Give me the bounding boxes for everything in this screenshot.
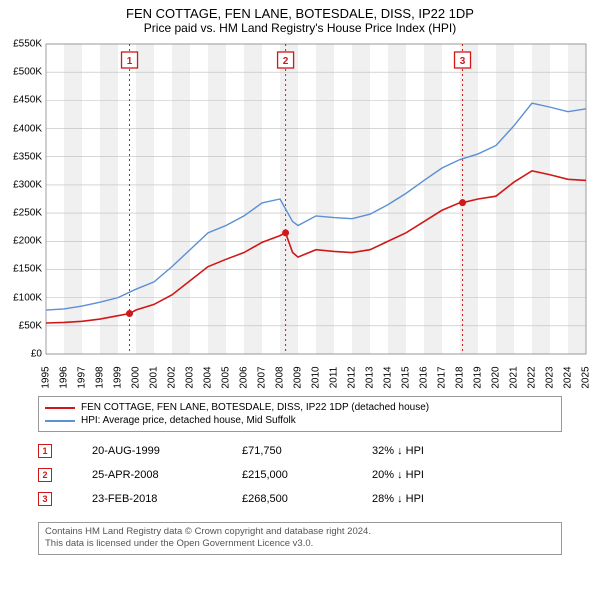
x-axis-label: 2000 <box>131 366 142 388</box>
x-axis-label: 2006 <box>239 366 250 388</box>
x-axis-label: 2014 <box>383 366 394 388</box>
y-axis-label: £450K <box>4 95 42 106</box>
svg-text:1: 1 <box>127 56 133 67</box>
sale-diff: 32% ↓ HPI <box>372 445 424 457</box>
x-axis-label: 2022 <box>527 366 538 388</box>
sale-diff: 28% ↓ HPI <box>372 493 424 505</box>
legend-box: FEN COTTAGE, FEN LANE, BOTESDALE, DISS, … <box>38 396 562 432</box>
x-axis-label: 2011 <box>329 367 340 389</box>
y-axis-label: £550K <box>4 39 42 50</box>
x-axis-label: 2005 <box>221 366 232 388</box>
x-axis-label: 2015 <box>401 366 412 388</box>
x-axis-label: 2024 <box>563 366 574 388</box>
sale-marker-icon: 2 <box>38 468 52 482</box>
sale-price: £215,000 <box>242 469 332 481</box>
x-axis-label: 2010 <box>311 366 322 388</box>
x-axis-label: 1995 <box>41 366 52 388</box>
y-axis-label: £300K <box>4 179 42 190</box>
footer-line-1: Contains HM Land Registry data © Crown c… <box>45 526 555 538</box>
svg-text:2: 2 <box>283 56 289 67</box>
x-axis-label: 2002 <box>167 366 178 388</box>
sale-row: 2 25-APR-2008 £215,000 20% ↓ HPI <box>38 468 424 482</box>
x-axis-label: 2004 <box>203 366 214 388</box>
legend-label-1: FEN COTTAGE, FEN LANE, BOTESDALE, DISS, … <box>81 402 429 413</box>
price-chart: 1 2 3 <box>0 0 600 394</box>
sale-price: £268,500 <box>242 493 332 505</box>
x-axis-label: 2009 <box>293 366 304 388</box>
y-axis-label: £350K <box>4 151 42 162</box>
x-axis-label: 2017 <box>437 366 448 388</box>
x-axis-label: 2025 <box>581 366 592 388</box>
sale-date: 23-FEB-2018 <box>92 493 202 505</box>
x-axis-label: 2016 <box>419 366 430 388</box>
x-axis-label: 2007 <box>257 366 268 388</box>
y-axis-label: £0 <box>4 349 42 360</box>
footer-box: Contains HM Land Registry data © Crown c… <box>38 522 562 555</box>
x-axis-label: 2019 <box>473 366 484 388</box>
x-axis-label: 2023 <box>545 366 556 388</box>
legend-row-2: HPI: Average price, detached house, Mid … <box>45 414 555 427</box>
legend-row-1: FEN COTTAGE, FEN LANE, BOTESDALE, DISS, … <box>45 401 555 414</box>
x-axis-label: 1999 <box>113 366 124 388</box>
y-axis-label: £250K <box>4 208 42 219</box>
sale-row: 3 23-FEB-2018 £268,500 28% ↓ HPI <box>38 492 424 506</box>
footer-line-2: This data is licensed under the Open Gov… <box>45 538 555 550</box>
sale-date: 25-APR-2008 <box>92 469 202 481</box>
y-axis-label: £50K <box>4 320 42 331</box>
x-axis-label: 2008 <box>275 366 286 388</box>
y-axis-label: £100K <box>4 292 42 303</box>
x-axis-label: 2001 <box>149 366 160 388</box>
legend-label-2: HPI: Average price, detached house, Mid … <box>81 415 296 426</box>
y-axis-label: £400K <box>4 123 42 134</box>
sale-diff: 20% ↓ HPI <box>372 469 424 481</box>
x-axis-label: 1998 <box>95 366 106 388</box>
x-axis-label: 2013 <box>365 366 376 388</box>
x-axis-label: 2003 <box>185 366 196 388</box>
legend-swatch-1 <box>45 407 75 409</box>
sale-date: 20-AUG-1999 <box>92 445 202 457</box>
y-axis-label: £500K <box>4 67 42 78</box>
y-axis-label: £150K <box>4 264 42 275</box>
sale-price: £71,750 <box>242 445 332 457</box>
legend-swatch-2 <box>45 420 75 422</box>
sale-marker-icon: 1 <box>38 444 52 458</box>
sale-row: 1 20-AUG-1999 £71,750 32% ↓ HPI <box>38 444 424 458</box>
x-axis-label: 2021 <box>509 366 520 388</box>
chart-container: FEN COTTAGE, FEN LANE, BOTESDALE, DISS, … <box>0 0 600 590</box>
x-axis-label: 2018 <box>455 366 466 388</box>
x-axis-label: 2020 <box>491 366 502 388</box>
y-axis-label: £200K <box>4 236 42 247</box>
x-axis-label: 2012 <box>347 366 358 388</box>
sale-marker-icon: 3 <box>38 492 52 506</box>
x-axis-label: 1996 <box>59 366 70 388</box>
svg-text:3: 3 <box>460 56 466 67</box>
x-axis-label: 1997 <box>77 366 88 388</box>
